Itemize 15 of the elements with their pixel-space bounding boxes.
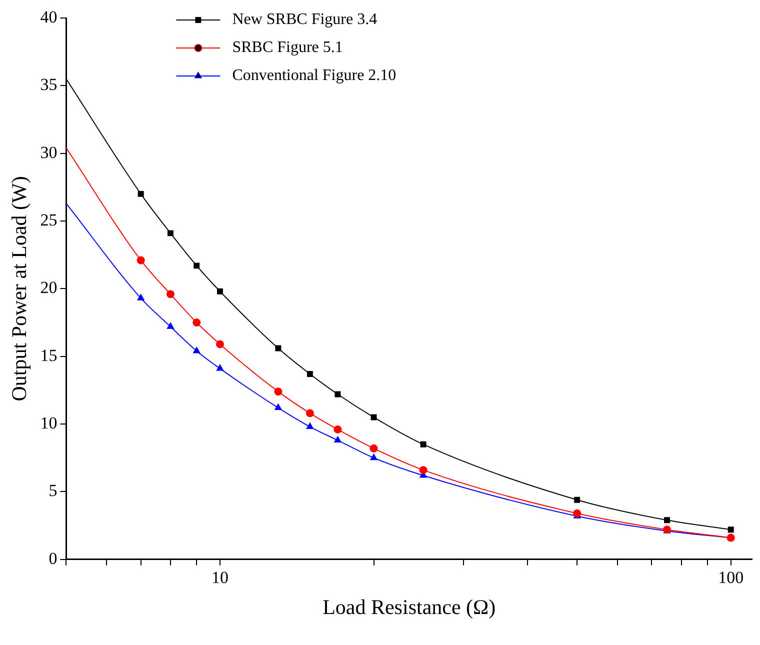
y-tick-label: 0 xyxy=(48,548,58,568)
legend-label: SRBC Figure 5.1 xyxy=(232,39,343,56)
x-tick-label: 100 xyxy=(718,568,744,588)
y-axis-title: Output Power at Load (W) xyxy=(7,176,32,402)
legend-label: New SRBC Figure 3.4 xyxy=(232,11,378,28)
y-tick-label: 20 xyxy=(40,278,58,298)
y-tick-label: 40 xyxy=(40,7,58,26)
x-axis-title: Load Resistance (Ω) xyxy=(322,594,496,619)
legend-label: Conventional Figure 2.10 xyxy=(232,67,396,84)
y-tick-label: 30 xyxy=(40,142,58,162)
y-tick-label: 5 xyxy=(48,481,58,500)
y-tick-label: 35 xyxy=(40,75,58,94)
y-tick-label: 15 xyxy=(40,346,58,365)
y-tick-label: 25 xyxy=(40,210,58,230)
y-tick-label: 10 xyxy=(40,414,58,433)
